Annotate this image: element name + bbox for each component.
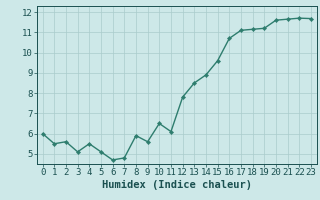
X-axis label: Humidex (Indice chaleur): Humidex (Indice chaleur) [102,180,252,190]
